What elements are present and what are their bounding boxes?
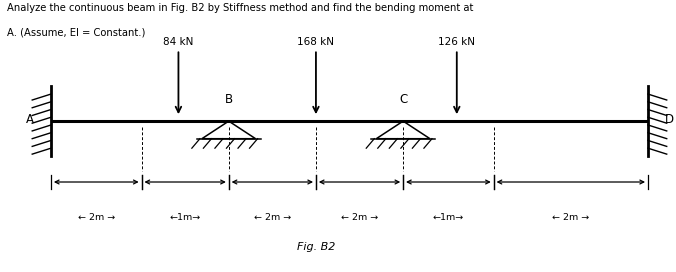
Text: Fig. B2: Fig. B2 [297,242,335,252]
Text: ← 2m →: ← 2m → [341,213,378,222]
Text: ← 2m →: ← 2m → [552,213,589,222]
Text: 168 kN: 168 kN [297,37,335,47]
Text: C: C [399,93,407,106]
Text: ←1m→: ←1m→ [433,213,464,222]
Text: Analyze the continuous beam in Fig. B2 by Stiffness method and find the bending : Analyze the continuous beam in Fig. B2 b… [7,4,474,13]
Text: ←1m→: ←1m→ [170,213,201,222]
Text: 126 kN: 126 kN [438,37,475,47]
Text: 84 kN: 84 kN [163,37,193,47]
Text: A. (Assume, EI = Constant.): A. (Assume, EI = Constant.) [7,28,146,38]
Text: D: D [665,113,674,126]
Text: B: B [224,93,233,106]
Text: ← 2m →: ← 2m → [78,213,115,222]
Text: ← 2m →: ← 2m → [254,213,291,222]
Text: A: A [26,113,34,126]
